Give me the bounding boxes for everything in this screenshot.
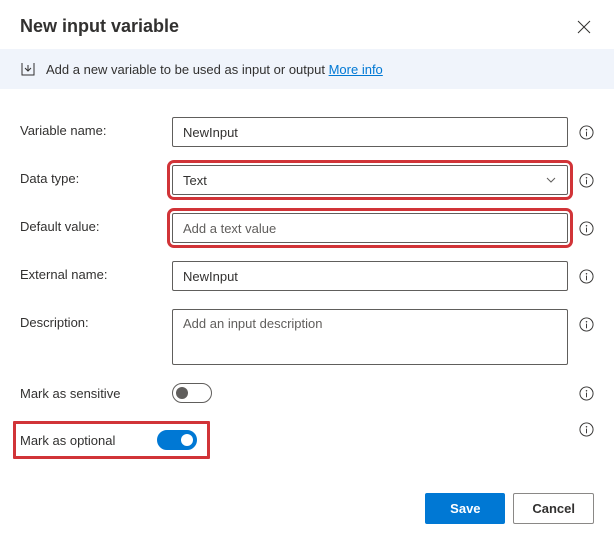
description-input[interactable] (172, 309, 568, 365)
variable-name-label: Variable name: (20, 117, 160, 138)
data-type-row: Data type: Text (20, 165, 594, 195)
variable-name-info[interactable] (578, 124, 594, 140)
save-button[interactable]: Save (425, 493, 505, 524)
dialog-header: New input variable (0, 0, 614, 49)
external-name-label: External name: (20, 261, 160, 282)
data-type-select[interactable]: Text (172, 165, 568, 195)
sensitive-toggle[interactable] (172, 383, 212, 403)
info-icon (579, 173, 594, 188)
description-label: Description: (20, 309, 160, 330)
close-button[interactable] (574, 17, 594, 37)
data-type-value: Text (183, 173, 207, 188)
dialog-title: New input variable (20, 16, 179, 37)
external-name-input[interactable] (172, 261, 568, 291)
info-icon (579, 125, 594, 140)
chevron-down-icon (545, 174, 557, 186)
data-type-label: Data type: (20, 165, 160, 186)
sensitive-label: Mark as sensitive (20, 383, 160, 403)
import-icon (20, 61, 36, 77)
info-icon (579, 221, 594, 236)
default-value-row: Default value: (20, 213, 594, 243)
variable-name-input[interactable] (172, 117, 568, 147)
description-info[interactable] (578, 316, 594, 332)
default-value-input[interactable] (172, 213, 568, 243)
default-value-label: Default value: (20, 213, 160, 234)
data-type-info[interactable] (578, 172, 594, 188)
info-icon (579, 269, 594, 284)
variable-name-row: Variable name: (20, 117, 594, 147)
dialog-footer: Save Cancel (0, 479, 614, 542)
optional-highlight: Mark as optional (13, 421, 210, 459)
external-name-info[interactable] (578, 268, 594, 284)
banner-message: Add a new variable to be used as input o… (46, 62, 325, 77)
new-input-variable-dialog: New input variable Add a new variable to… (0, 0, 614, 537)
optional-info[interactable] (578, 421, 594, 437)
info-icon (579, 386, 594, 401)
info-icon (579, 317, 594, 332)
optional-toggle[interactable] (157, 430, 197, 450)
sensitive-row: Mark as sensitive (20, 383, 594, 403)
more-info-link[interactable]: More info (329, 62, 383, 77)
info-icon (579, 422, 594, 437)
close-icon (577, 20, 591, 34)
form-body: Variable name: Data type: Text D (0, 89, 614, 479)
description-row: Description: (20, 309, 594, 365)
default-value-info[interactable] (578, 220, 594, 236)
optional-row: Mark as optional (13, 421, 594, 459)
banner-text: Add a new variable to be used as input o… (46, 62, 383, 77)
sensitive-info[interactable] (578, 385, 594, 401)
cancel-button[interactable]: Cancel (513, 493, 594, 524)
external-name-row: External name: (20, 261, 594, 291)
info-banner: Add a new variable to be used as input o… (0, 49, 614, 89)
optional-label: Mark as optional (20, 430, 157, 450)
